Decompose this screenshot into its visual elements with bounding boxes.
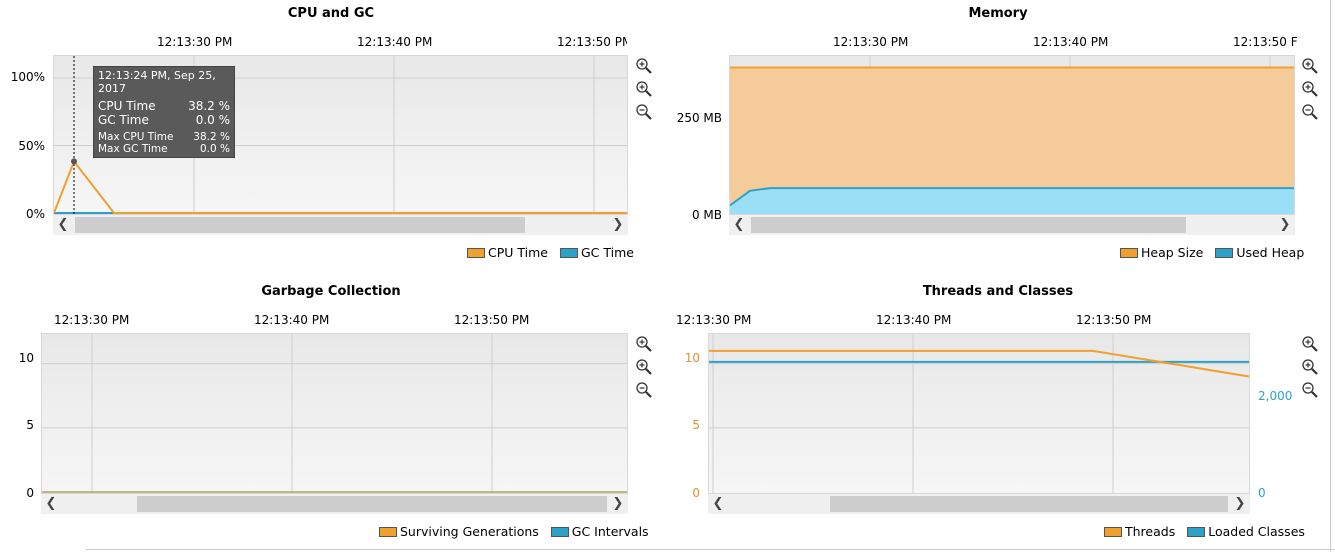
legend-swatch-orange: [1104, 527, 1122, 537]
x-tick-label: 12:13:50 PM: [557, 35, 627, 49]
scroll-right-arrow[interactable]: ❯: [1279, 217, 1291, 232]
legend-label: Used Heap: [1236, 245, 1305, 260]
zoom-in-icon[interactable]: [1301, 358, 1319, 376]
x-tick-label: 12:13:40 PM: [254, 313, 330, 327]
gc-panel-title: Garbage Collection: [261, 284, 401, 299]
memory-scrollbar[interactable]: ❮ ❯: [729, 215, 1295, 235]
y-tick-label: 50%: [18, 139, 45, 153]
scrollbar-thumb[interactable]: [137, 496, 607, 512]
zoom-in-icon[interactable]: [1301, 80, 1319, 98]
cursor-point: [71, 158, 77, 165]
memory-panel-title: Memory: [968, 6, 1028, 21]
tooltip-header: 12:13:24 PM, Sep 25, 2017: [98, 69, 216, 95]
y-tick-label-classes: 2,000: [1258, 389, 1293, 403]
x-tick-label: 12:13:30 PM: [54, 313, 130, 327]
cpu-panel-title: CPU and GC: [287, 6, 375, 21]
legend-swatch-orange: [379, 527, 397, 537]
zoom-in-icon[interactable]: [635, 80, 653, 98]
scroll-right-arrow[interactable]: ❯: [612, 496, 624, 511]
memory-chart-plot[interactable]: [729, 55, 1295, 215]
cpu-time-line: [54, 159, 627, 214]
scroll-left-arrow[interactable]: ❮: [712, 496, 724, 511]
zoom-out-icon[interactable]: [1301, 103, 1319, 121]
y-tick-label: 0%: [25, 207, 45, 221]
used-heap-line: [730, 187, 1294, 207]
y-tick-label: 5: [26, 418, 34, 432]
tooltip-label: Max GC Time: [98, 143, 168, 155]
tooltip-label: GC Time: [98, 113, 149, 127]
y-tick-label: 250 MB: [676, 111, 722, 125]
x-tick-label: 12:13:30 PM: [676, 313, 752, 327]
legend-label: GC Intervals: [571, 524, 649, 539]
y-tick-label-threads: 10: [684, 351, 700, 365]
threads-legend: Threads Loaded Classes: [1096, 524, 1305, 539]
scrollbar-thumb[interactable]: [751, 217, 1186, 233]
zoom-in-icon[interactable]: [635, 358, 653, 376]
legend-label: Threads: [1125, 524, 1176, 539]
legend-label: Heap Size: [1141, 245, 1204, 260]
cpu-tooltip: 12:13:24 PM, Sep 25, 2017 CPU Time 38.2 %…: [93, 66, 235, 158]
zoom-out-icon[interactable]: [635, 381, 653, 399]
gc-legend: Surviving Generations GC Intervals: [371, 524, 649, 539]
tooltip-value: 38.2 %: [193, 131, 230, 143]
used-heap-area: [730, 188, 1294, 214]
y-tick-label-threads: 5: [692, 418, 700, 432]
legend-swatch-orange: [1120, 248, 1138, 258]
cpu-legend: CPU Time GC Time: [459, 245, 634, 260]
legend-swatch-blue: [550, 527, 569, 537]
legend-label: Loaded Classes: [1208, 524, 1305, 539]
tooltip-value: 0.0 %: [195, 113, 230, 127]
scroll-right-arrow[interactable]: ❯: [1234, 496, 1246, 511]
zoom-in-icon[interactable]: [1301, 335, 1319, 353]
x-tick-label: 12:13:30 PM: [157, 35, 233, 49]
tooltip-value: 0.0 %: [199, 143, 230, 155]
scroll-left-arrow[interactable]: ❮: [57, 217, 69, 232]
heap-size-area: [730, 67, 1294, 214]
gc-scrollbar[interactable]: ❮ ❯: [41, 494, 628, 514]
cpu-scrollbar[interactable]: ❮ ❯: [53, 215, 628, 235]
y-tick-label: 0 MB: [691, 208, 722, 222]
legend-label: Surviving Generations: [400, 524, 539, 539]
threads-scrollbar[interactable]: ❮ ❯: [708, 494, 1250, 514]
x-tick-label: 12:13:50 PM: [1076, 313, 1152, 327]
y-tick-label-classes: 0: [1258, 486, 1266, 500]
x-tick-label: 12:13:50 F: [1233, 35, 1298, 49]
zoom-in-icon[interactable]: [635, 57, 653, 75]
scrollbar-thumb[interactable]: [75, 217, 525, 233]
memory-legend: Heap Size Used Heap: [1112, 245, 1304, 260]
threads-panel-title: Threads and Classes: [922, 284, 1074, 299]
y-tick-label: 0: [26, 486, 34, 500]
threads-line: [709, 349, 1249, 378]
tooltip-label: Max CPU Time: [98, 131, 174, 143]
right-divider: [1330, 0, 1331, 552]
legend-swatch-orange: [467, 248, 485, 258]
legend-label: GC Time: [580, 245, 634, 260]
zoom-in-icon[interactable]: [635, 335, 653, 353]
zoom-out-icon[interactable]: [635, 103, 653, 121]
y-tick-label: 100%: [10, 70, 45, 84]
gc-chart-plot[interactable]: [41, 333, 628, 494]
scroll-left-arrow[interactable]: ❮: [733, 217, 745, 232]
legend-label: CPU Time: [488, 245, 548, 260]
legend-swatch-blue: [1187, 527, 1206, 537]
x-tick-label: 12:13:40 PM: [357, 35, 433, 49]
legend-swatch-blue: [559, 248, 578, 258]
legend-swatch-blue: [1215, 248, 1234, 258]
x-tick-label: 12:13:30 PM: [833, 35, 909, 49]
scroll-right-arrow[interactable]: ❯: [612, 217, 624, 232]
bottom-divider: [86, 549, 1335, 550]
tooltip-label: CPU Time: [98, 99, 156, 113]
y-tick-label-threads: 0: [692, 486, 700, 500]
y-tick-label: 10: [18, 351, 34, 365]
scrollbar-thumb[interactable]: [830, 496, 1228, 512]
threads-chart-plot[interactable]: [708, 333, 1250, 494]
zoom-in-icon[interactable]: [1301, 57, 1319, 75]
x-tick-label: 12:13:50 PM: [454, 313, 530, 327]
scroll-left-arrow[interactable]: ❮: [45, 496, 57, 511]
x-tick-label: 12:13:40 PM: [876, 313, 952, 327]
tooltip-value: 38.2 %: [188, 99, 230, 113]
x-tick-label: 12:13:40 PM: [1033, 35, 1109, 49]
zoom-out-icon[interactable]: [1301, 381, 1319, 399]
